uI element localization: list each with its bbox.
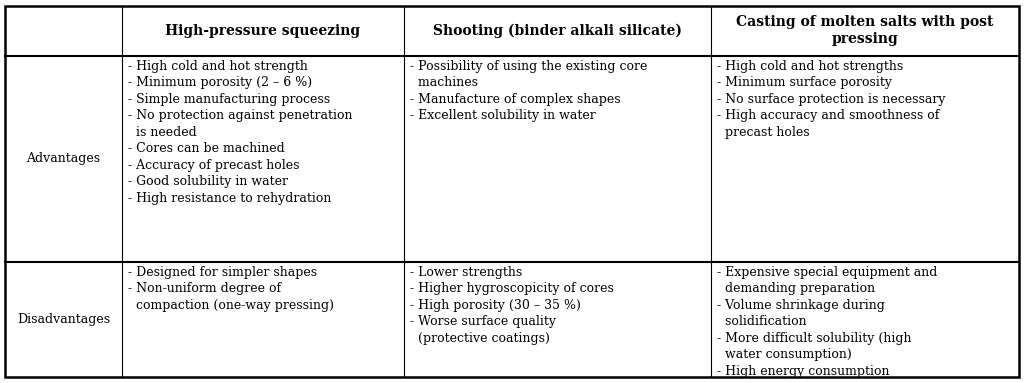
Text: - High cold and hot strengths
- Minimum surface porosity
- No surface protection: - High cold and hot strengths - Minimum … (717, 60, 945, 139)
Text: Shooting (binder alkali silicate): Shooting (binder alkali silicate) (432, 24, 682, 38)
Text: Advantages: Advantages (27, 152, 100, 165)
Text: High-pressure squeezing: High-pressure squeezing (165, 24, 360, 38)
Text: - High cold and hot strength
- Minimum porosity (2 – 6 %)
- Simple manufacturing: - High cold and hot strength - Minimum p… (128, 60, 352, 205)
Text: - Designed for simpler shapes
- Non-uniform degree of
  compaction (one-way pres: - Designed for simpler shapes - Non-unif… (128, 266, 334, 312)
Text: - Expensive special equipment and
  demanding preparation
- Volume shrinkage dur: - Expensive special equipment and demand… (717, 266, 937, 378)
Text: Casting of molten salts with post
pressing: Casting of molten salts with post pressi… (736, 15, 993, 46)
Text: - Lower strengths
- Higher hygroscopicity of cores
- High porosity (30 – 35 %)
-: - Lower strengths - Higher hygroscopicit… (410, 266, 613, 345)
Text: - Possibility of using the existing core
  machines
- Manufacture of complex sha: - Possibility of using the existing core… (410, 60, 647, 122)
Text: Disadvantages: Disadvantages (16, 313, 110, 326)
